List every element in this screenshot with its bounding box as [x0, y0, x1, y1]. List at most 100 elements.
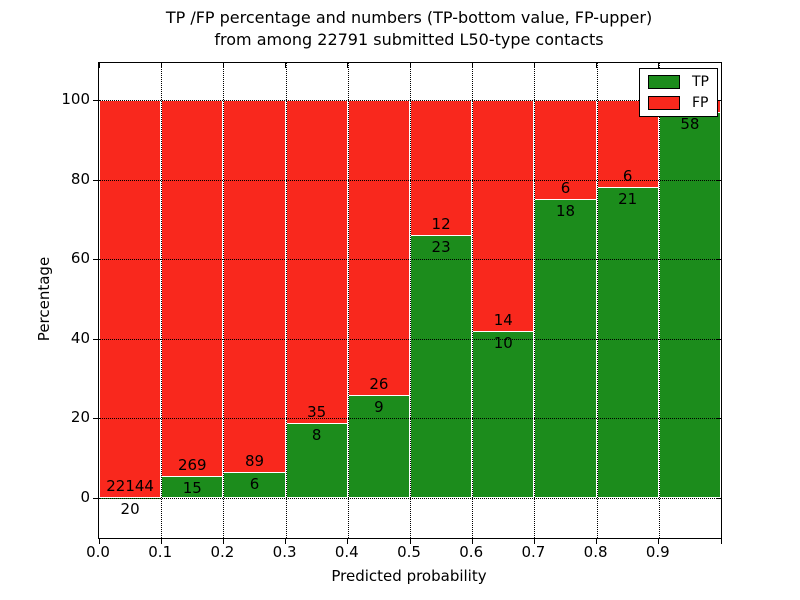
bar-0.9-1.0: 258 — [658, 94, 721, 498]
x-tick-mark — [347, 539, 349, 544]
y-tick-label: 100 — [61, 90, 90, 108]
tp-bar-segment — [472, 332, 535, 498]
x-tick-mark — [222, 63, 224, 68]
x-tick-label: 0.8 — [583, 543, 608, 561]
tp-count-label: 8 — [311, 425, 322, 444]
x-tick-mark — [285, 539, 287, 544]
y-tick-mark — [93, 179, 98, 181]
legend-item-tp: TP — [648, 75, 709, 89]
y-tick-mark — [716, 259, 721, 261]
x-tick-mark — [658, 63, 660, 68]
v-gridline — [596, 63, 598, 538]
chart-title-line1: TP /FP percentage and numbers (TP-bottom… — [165, 8, 653, 27]
x-tick-mark — [471, 63, 473, 68]
y-tick-label: 40 — [70, 328, 90, 347]
fp-bar-segment — [347, 100, 410, 396]
x-tick-mark — [596, 63, 598, 68]
x-tick-mark — [471, 539, 473, 544]
v-gridline — [161, 63, 163, 538]
v-gridline — [223, 63, 225, 538]
x-tick-label: 0.7 — [521, 543, 546, 561]
tp-count-label: 6 — [249, 474, 260, 493]
x-tick-mark — [98, 63, 100, 68]
v-gridline — [472, 63, 474, 538]
x-tick-mark — [160, 63, 162, 68]
x-tick-label: 0.6 — [459, 543, 484, 561]
bar-0.6-0.7: 14 10 — [472, 100, 535, 498]
bar-0.0-0.1: 22144 20 — [99, 100, 162, 516]
legend-label-tp: TP — [692, 74, 709, 90]
x-tick-mark — [596, 539, 598, 544]
y-tick-mark — [93, 418, 98, 420]
fp-count-label: 89 — [244, 451, 265, 470]
y-tick-label: 0 — [80, 488, 90, 506]
tp-bar-segment — [410, 236, 473, 498]
fp-count-label: 35 — [307, 402, 327, 421]
tp-bar-segment — [658, 113, 721, 498]
y-tick-mark — [716, 338, 721, 340]
tp-count-label: 58 — [680, 115, 700, 134]
plot-area: TP FP 22144 20 269 15 89 6 35 8 26 9 12 23 14 10 6 18 6 2… — [93, 62, 722, 544]
x-tick-mark — [533, 63, 535, 68]
bar-0.8-0.9: 6 21 — [596, 100, 659, 498]
v-gridline — [285, 63, 287, 538]
x-tick-mark — [409, 63, 411, 68]
x-tick-mark — [347, 63, 349, 68]
tp-count-label: 23 — [431, 238, 451, 257]
fp-bar-segment — [410, 100, 473, 237]
v-gridline — [534, 63, 536, 538]
x-tick-label: 0.5 — [397, 543, 421, 561]
x-tick-label: 0.4 — [334, 543, 359, 561]
y-tick-label: 20 — [70, 408, 90, 427]
fp-bar-segment — [285, 100, 348, 424]
y-tick-mark — [93, 259, 98, 261]
tp-bar-segment — [596, 188, 659, 498]
legend-label-fp: FP — [692, 95, 709, 111]
tp-count-label: 18 — [555, 201, 576, 220]
x-tick-mark — [720, 539, 722, 544]
v-gridline — [658, 63, 660, 538]
x-tick-labels: 0.0 0.1 0.2 0.3 0.4 0.5 0.6 0.7 0.8 0.9 — [86, 543, 720, 562]
y-tick-mark — [716, 100, 721, 101]
x-tick-mark — [533, 539, 535, 544]
fp-bar-segment — [161, 100, 224, 477]
bar-0.1-0.2: 269 15 — [161, 100, 224, 498]
y-tick-mark — [716, 418, 721, 420]
y-tick-mark — [93, 498, 98, 499]
legend: TP FP — [639, 68, 718, 117]
y-tick-mark — [93, 338, 98, 340]
fp-bar-segment — [99, 100, 162, 498]
fp-count-label: 12 — [431, 215, 451, 234]
v-gridline — [347, 63, 349, 538]
x-tick-label: 0.0 — [86, 543, 110, 561]
tp-color-swatch — [648, 75, 680, 89]
legend-item-fp: FP — [648, 96, 709, 110]
fp-bar-segment — [472, 100, 535, 333]
tp-count-label: 15 — [182, 478, 202, 497]
x-tick-mark — [658, 539, 660, 544]
x-tick-mark — [160, 539, 162, 544]
y-tick-mark — [716, 179, 721, 181]
chart-title: TP /FP percentage and numbers (TP-bottom… — [98, 7, 720, 51]
y-tick-mark — [716, 498, 721, 499]
y-tick-labels: 0 20 40 60 80 100 — [0, 62, 90, 537]
tp-count-label: 21 — [618, 190, 638, 209]
x-tick-label: 0.3 — [272, 543, 297, 561]
fp-count-label: 6 — [622, 167, 633, 186]
fp-count-label: 26 — [369, 374, 389, 393]
tp-count-label: 20 — [120, 499, 140, 518]
bar-0.5-0.6: 12 23 — [410, 100, 473, 498]
x-tick-mark — [222, 539, 224, 544]
bar-0.2-0.3: 89 6 — [223, 100, 286, 498]
tp-bar-segment — [223, 472, 286, 498]
x-tick-mark — [409, 539, 411, 544]
bar-0.4-0.5: 26 9 — [347, 100, 410, 498]
tp-bar-segment — [534, 199, 597, 498]
x-tick-mark — [98, 539, 100, 544]
y-tick-mark — [93, 100, 98, 101]
chart-title-line2: from among 22791 submitted L50-type cont… — [214, 30, 604, 49]
x-tick-label: 0.1 — [148, 543, 173, 561]
bar-0.7-0.8: 6 18 — [534, 100, 597, 498]
y-tick-label: 80 — [70, 169, 90, 188]
